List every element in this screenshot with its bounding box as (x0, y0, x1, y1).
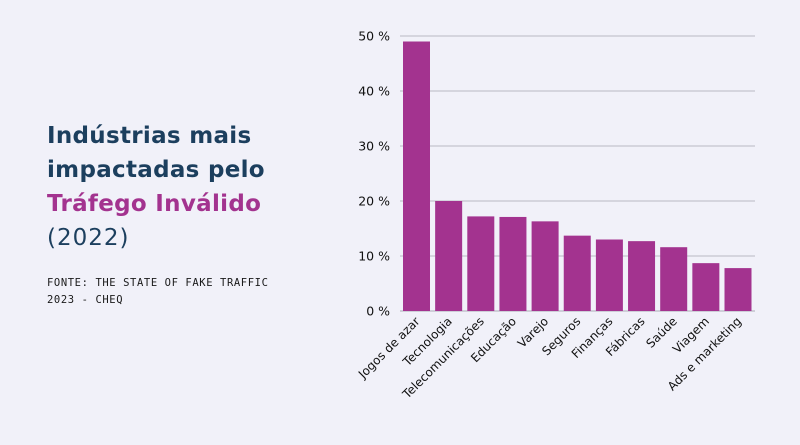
source-line-2: 2023 - CHEQ (47, 294, 124, 306)
y-tick-label: 30 % (358, 139, 390, 154)
bar (435, 201, 463, 311)
source-note: FONTE: THE STATE OF FAKE TRAFFIC 2023 - … (47, 275, 307, 309)
heading-line-3: Tráfego Inválido (47, 191, 262, 217)
bar (692, 263, 720, 311)
y-tick-label: 10 % (358, 249, 390, 264)
y-tick-label: 40 % (358, 84, 390, 99)
bars (403, 41, 752, 311)
heading-year: (2022) (47, 225, 130, 251)
y-tick-label: 0 % (366, 304, 390, 319)
bar (531, 221, 559, 311)
y-tick-label: 50 % (358, 29, 390, 44)
y-tick-label: 20 % (358, 194, 390, 209)
bar (403, 41, 430, 311)
bar (499, 216, 527, 311)
bar (595, 239, 623, 311)
heading-line-1: Indústrias mais (47, 123, 252, 149)
heading-line-2: impactadas pelo (47, 157, 265, 183)
bar (467, 216, 495, 311)
y-axis-ticks: 0 % 10 % 20 % 30 % 40 % 50 % (358, 29, 390, 319)
bar (724, 268, 752, 311)
source-line-1: FONTE: THE STATE OF FAKE TRAFFIC (47, 277, 269, 289)
bar (628, 241, 656, 311)
x-axis-labels: Jogos de azarTecnologiaTelecomunicaçõesE… (355, 314, 744, 402)
chart-heading: Indústrias mais impactadas pelo Tráfego … (47, 119, 347, 255)
bar (563, 235, 591, 311)
bar (660, 247, 688, 311)
